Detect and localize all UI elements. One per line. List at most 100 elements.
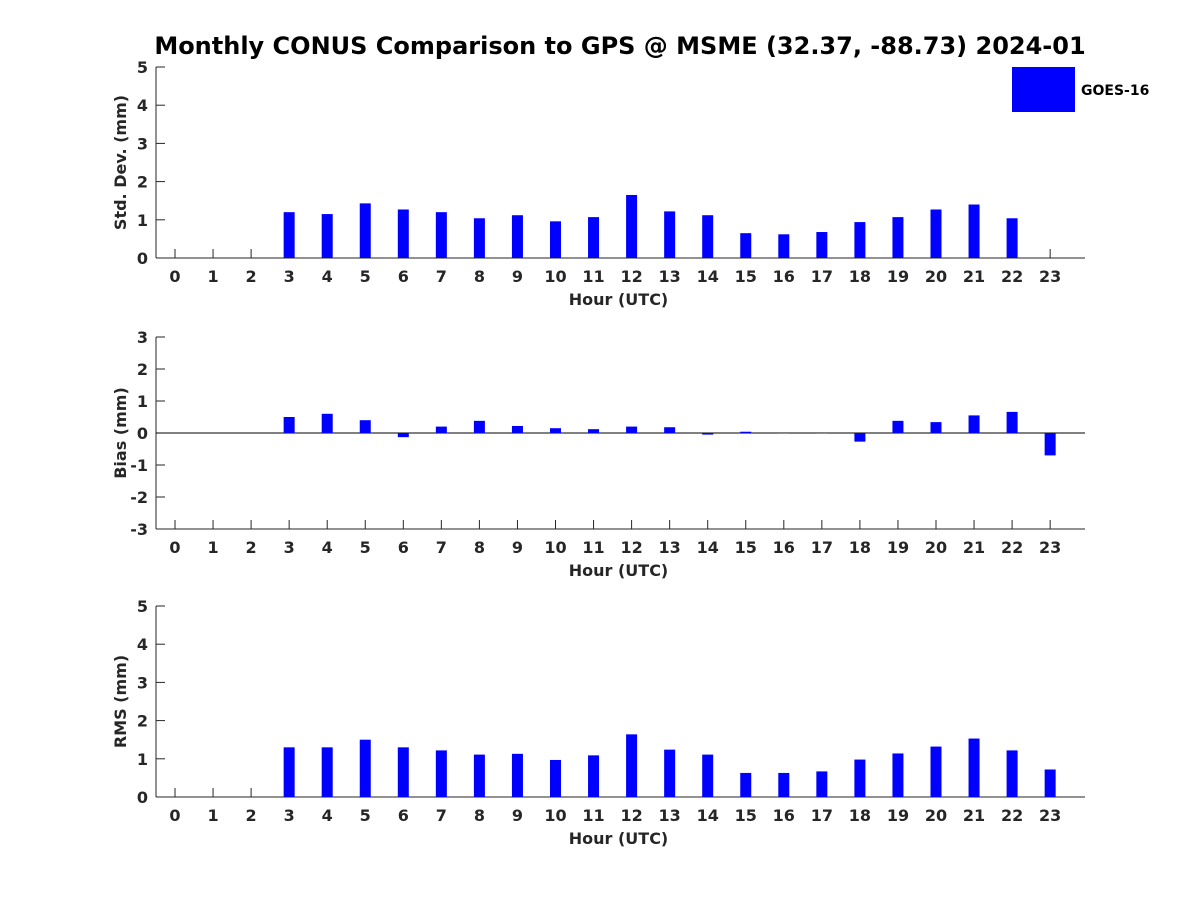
bar-hour-21 <box>968 738 980 797</box>
bar-hour-8 <box>473 754 485 797</box>
x-tick-label: 20 <box>925 267 947 286</box>
x-tick-label: 19 <box>887 267 909 286</box>
y-tick-label: 0 <box>137 424 148 443</box>
x-tick-label: 10 <box>544 538 566 557</box>
x-tick-label: 7 <box>436 806 447 825</box>
bar-hour-18 <box>854 759 866 797</box>
bar-hour-8 <box>473 420 485 433</box>
bar-hour-10 <box>550 428 561 433</box>
y-tick-label: -2 <box>130 488 148 507</box>
y-tick-label: 5 <box>137 597 148 616</box>
bar-hour-19 <box>892 753 904 797</box>
bar-hour-17 <box>816 232 828 258</box>
x-tick-label: 4 <box>322 806 333 825</box>
x-tick-label: 0 <box>169 267 180 286</box>
x-tick-label: 14 <box>697 806 719 825</box>
y-tick-label: 4 <box>137 96 148 115</box>
x-tick-label: 8 <box>474 538 485 557</box>
x-tick-label: 9 <box>512 267 523 286</box>
x-tick-label: 2 <box>246 267 257 286</box>
x-tick-label: 23 <box>1039 267 1061 286</box>
x-tick-label: 11 <box>582 806 604 825</box>
x-tick-label: 17 <box>811 806 833 825</box>
y-tick-label: 2 <box>137 360 148 379</box>
bar-hour-3 <box>283 212 295 258</box>
x-tick-label: 21 <box>963 538 985 557</box>
x-tick-label: 22 <box>1001 538 1023 557</box>
x-tick-label: 2 <box>246 806 257 825</box>
bar-hour-19 <box>892 217 904 258</box>
bar-hour-7 <box>435 750 447 797</box>
y-tick-label: 3 <box>137 673 148 692</box>
x-tick-label: 22 <box>1001 806 1023 825</box>
bar-hour-13 <box>664 749 676 797</box>
x-tick-label: 13 <box>659 538 681 557</box>
legend: GOES-16 <box>1012 67 1149 112</box>
x-tick-label: 16 <box>773 267 795 286</box>
x-tick-label: 3 <box>284 538 295 557</box>
bar-hour-9 <box>511 425 523 433</box>
x-axis-label: Hour (UTC) <box>569 829 669 848</box>
bar-hour-10 <box>550 221 561 258</box>
x-tick-label: 23 <box>1039 806 1061 825</box>
x-tick-label: 5 <box>360 267 371 286</box>
x-tick-label: 1 <box>207 538 218 557</box>
x-tick-label: 18 <box>849 538 871 557</box>
x-tick-label: 3 <box>284 806 295 825</box>
x-tick-label: 4 <box>322 267 333 286</box>
y-tick-label: 0 <box>137 249 148 268</box>
bar-hour-20 <box>930 746 942 797</box>
x-tick-label: 20 <box>925 538 947 557</box>
x-tick-label: 18 <box>849 267 871 286</box>
y-tick-label: 1 <box>137 750 148 769</box>
x-tick-label: 6 <box>398 806 409 825</box>
bar-hour-9 <box>511 753 523 797</box>
bar-hour-5 <box>359 739 371 797</box>
legend-label-goes-16: GOES-16 <box>1081 83 1149 99</box>
bar-hour-13 <box>664 427 676 433</box>
bar-hour-9 <box>511 215 523 258</box>
bar-hour-22 <box>1006 411 1018 433</box>
bar-hour-21 <box>968 204 980 258</box>
bar-hour-14 <box>702 754 714 797</box>
x-tick-label: 12 <box>620 267 642 286</box>
bar-hour-5 <box>359 203 371 258</box>
x-tick-label: 8 <box>474 806 485 825</box>
x-tick-label: 12 <box>620 806 642 825</box>
bar-hour-16 <box>778 772 790 797</box>
bar-hour-15 <box>740 431 752 433</box>
x-axis-label: Hour (UTC) <box>569 290 669 309</box>
bar-hour-6 <box>397 433 409 438</box>
x-tick-label: 10 <box>544 806 566 825</box>
x-tick-label: 6 <box>398 538 409 557</box>
y-tick-label: 4 <box>137 635 148 654</box>
y-tick-label: 0 <box>137 788 148 807</box>
x-tick-label: 15 <box>735 267 757 286</box>
x-tick-label: 6 <box>398 267 409 286</box>
bar-hour-17 <box>816 433 828 434</box>
x-tick-label: 17 <box>811 267 833 286</box>
bar-hour-5 <box>359 420 371 433</box>
bar-hour-15 <box>740 772 752 797</box>
x-tick-label: 18 <box>849 806 871 825</box>
bar-hour-20 <box>930 209 942 258</box>
bar-hour-19 <box>892 420 904 433</box>
x-tick-label: 7 <box>436 538 447 557</box>
x-tick-label: 7 <box>436 267 447 286</box>
x-tick-label: 11 <box>582 538 604 557</box>
bar-hour-14 <box>702 215 714 258</box>
bar-hour-11 <box>588 755 600 797</box>
x-tick-label: 16 <box>773 806 795 825</box>
x-tick-label: 15 <box>735 538 757 557</box>
bar-hour-3 <box>283 747 295 797</box>
bar-hour-7 <box>435 426 447 433</box>
y-tick-label: 1 <box>137 211 148 230</box>
y-tick-label: -1 <box>130 456 148 475</box>
bar-hour-12 <box>626 426 638 433</box>
bar-hour-20 <box>930 422 942 433</box>
y-tick-label: 1 <box>137 392 148 411</box>
bar-hour-4 <box>321 214 333 258</box>
x-tick-label: 14 <box>697 538 719 557</box>
